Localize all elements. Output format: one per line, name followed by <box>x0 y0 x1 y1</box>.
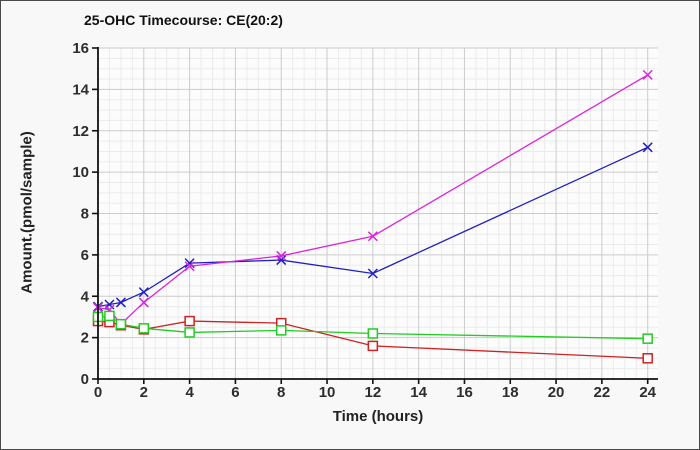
marker-x-blue <box>138 287 149 298</box>
marker-x-blue <box>367 268 378 279</box>
x-tick-label: 2 <box>140 384 148 401</box>
chart-title: 25-OHC Timecourse: CE(20:2) <box>84 12 283 28</box>
marker-square-green <box>115 318 127 330</box>
x-tick-label: 10 <box>319 384 336 401</box>
marker-x-magenta <box>138 297 149 308</box>
marker-square-red <box>184 315 195 327</box>
marker-square-green <box>184 327 195 338</box>
y-tick-label: 8 <box>81 206 89 223</box>
x-tick-label: 22 <box>594 384 611 401</box>
y-tick-label: 12 <box>72 123 89 140</box>
marker-x-magenta <box>276 250 287 261</box>
marker-x-blue <box>642 142 653 153</box>
marker-square-green <box>138 323 150 334</box>
marker-x-magenta <box>642 69 653 80</box>
marker-square-green <box>642 333 653 344</box>
x-tick-label: 20 <box>548 384 565 401</box>
marker-square-green <box>367 328 379 339</box>
y-tick-label: 14 <box>72 81 89 98</box>
marker-square-green <box>104 310 115 322</box>
marker-x-blue <box>276 255 287 266</box>
x-tick-label: 8 <box>277 384 285 401</box>
marker-x-magenta <box>184 261 195 272</box>
marker-x-blue <box>115 297 126 308</box>
series-line-blue <box>97 146 648 308</box>
x-tick-label: 12 <box>365 384 382 401</box>
marker-square-green <box>275 325 287 336</box>
y-tick-label: 2 <box>81 330 89 347</box>
x-tick-label: 16 <box>456 384 473 401</box>
x-tick-label: 6 <box>231 384 239 401</box>
x-tick-label: 18 <box>502 384 519 401</box>
y-tick-label: 0 <box>81 371 89 388</box>
y-tick-label: 4 <box>81 288 90 305</box>
marker-x-blue <box>184 258 195 269</box>
marker-x-magenta <box>367 231 378 242</box>
marker-square-red <box>367 340 379 352</box>
x-tick-label: 24 <box>639 384 656 401</box>
x-tick-label: 14 <box>410 384 427 401</box>
x-tick-label: 0 <box>94 384 102 401</box>
y-tick-label: 10 <box>72 164 89 181</box>
x-axis-label: Time (hours) <box>332 408 424 425</box>
x-tick-label: 4 <box>185 384 194 401</box>
marker-square-red <box>642 353 653 364</box>
y-tick-label: 16 <box>72 40 89 57</box>
y-tick-label: 6 <box>81 247 89 264</box>
y-axis-label: Amount.(pmol/sample) <box>18 131 36 294</box>
